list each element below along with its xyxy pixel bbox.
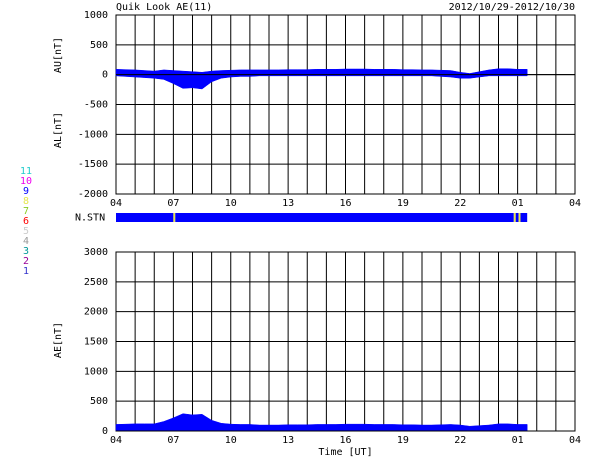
legend-label: 2	[23, 256, 29, 267]
y-tick-label: -500	[84, 100, 108, 111]
y-tick-label: 2500	[84, 277, 108, 288]
station-segment	[173, 213, 176, 222]
x-tick-label: 04	[569, 435, 581, 446]
station-segment	[175, 213, 514, 222]
area	[115, 413, 528, 432]
y-tick-label: -1500	[78, 159, 108, 170]
y-axis-label: AL[nT]	[53, 112, 64, 148]
x-tick-label: 19	[397, 435, 409, 446]
x-tick-label: 16	[339, 198, 351, 209]
y-tick-label: 0	[102, 426, 108, 437]
x-tick-label: 10	[225, 198, 237, 209]
legend-label: 8	[23, 196, 29, 207]
chart-title: Quik Look AE(11)	[116, 2, 212, 13]
x-tick-label: 13	[282, 198, 294, 209]
legend-label: 5	[23, 226, 29, 237]
y-axis-label: N.STN	[75, 213, 105, 224]
area	[115, 74, 528, 90]
x-tick-label: 04	[569, 198, 581, 209]
y-tick-label: 500	[90, 396, 108, 407]
y-axis-label: AE[nT]	[53, 322, 64, 358]
legend-label: 10	[20, 176, 32, 187]
y-tick-label: 2000	[84, 307, 108, 318]
x-axis-label: Time [UT]	[318, 447, 372, 458]
x-tick-label: 01	[512, 198, 524, 209]
x-tick-label: 07	[167, 198, 179, 209]
x-tick-label: 04	[110, 198, 122, 209]
y-tick-label: 500	[90, 40, 108, 51]
x-tick-label: 10	[225, 435, 237, 446]
legend-label: 3	[23, 246, 29, 257]
station-segment	[518, 213, 521, 222]
y-axis-label: AU[nT]	[53, 37, 64, 73]
y-tick-label: -2000	[78, 189, 108, 200]
y-tick-label: 1500	[84, 337, 108, 348]
x-tick-label: 19	[397, 198, 409, 209]
legend-label: 11	[20, 166, 32, 177]
y-tick-label: -1000	[78, 129, 108, 140]
station-segment	[520, 213, 528, 222]
legend-label: 6	[23, 216, 29, 227]
legend-label: 9	[23, 186, 29, 197]
y-tick-label: 3000	[84, 247, 108, 258]
legend-label: 1	[23, 266, 29, 277]
chart-subtitle: 2012/10/29-2012/10/30	[449, 2, 575, 13]
x-tick-label: 04	[110, 435, 122, 446]
legend-label: 4	[23, 236, 29, 247]
legend-label: 7	[23, 206, 29, 217]
x-tick-label: 22	[454, 435, 466, 446]
x-tick-label: 13	[282, 435, 294, 446]
station-segment	[513, 213, 516, 222]
y-tick-label: 0	[102, 70, 108, 81]
y-tick-label: 1000	[84, 10, 108, 21]
y-tick-label: 1000	[84, 366, 108, 377]
station-segment	[116, 213, 174, 222]
x-tick-label: 22	[454, 198, 466, 209]
area	[115, 68, 528, 75]
x-tick-label: 01	[512, 435, 524, 446]
x-tick-label: 07	[167, 435, 179, 446]
x-tick-label: 16	[339, 435, 351, 446]
station-segment	[515, 213, 519, 222]
